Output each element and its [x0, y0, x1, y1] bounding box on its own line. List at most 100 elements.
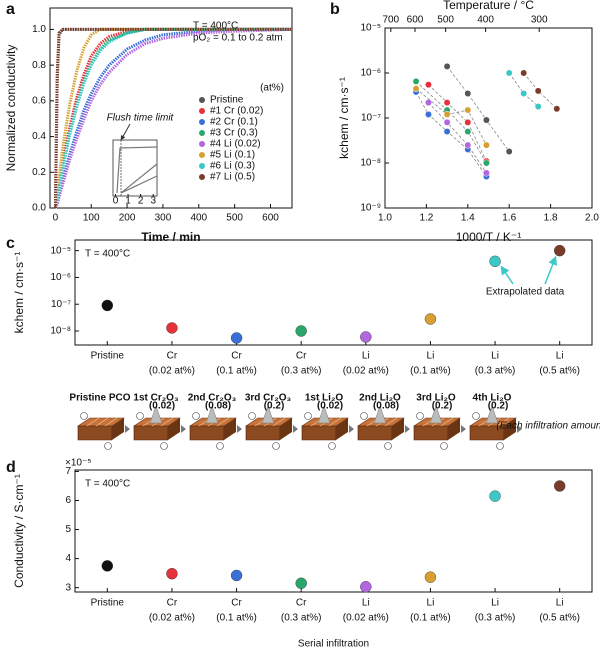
electrode: [104, 442, 112, 450]
y-tick-label: 0.8: [32, 60, 46, 71]
data-point: [553, 105, 561, 113]
inset-tick-label: 2: [138, 196, 144, 207]
cell-side: [448, 418, 460, 440]
fit-line: [446, 66, 510, 152]
cell-stripe: [86, 417, 100, 427]
step-arrow: [181, 425, 186, 433]
legend-marker: [199, 141, 205, 147]
x-tick-label: Li: [362, 351, 370, 362]
data-point: [412, 85, 420, 93]
inset-curves: [116, 146, 158, 194]
electrode: [416, 412, 424, 420]
cone: [205, 405, 219, 424]
data-point: [489, 490, 501, 502]
inset-tick-label: 1: [125, 196, 131, 207]
note: (Each infiltration amount): [496, 421, 600, 432]
data-point: [482, 116, 490, 124]
step-title: 3rd Cr₂O₃: [245, 393, 292, 404]
x-tick-label: 600: [262, 213, 279, 224]
cone: [373, 405, 387, 424]
fit-line: [415, 88, 487, 146]
inset-tick-label: 0: [113, 196, 119, 207]
legend-marker: [199, 97, 205, 103]
x-tick-label: (0.5 at%): [539, 366, 580, 377]
y-tick-label: 0.0: [32, 203, 46, 214]
electrode: [304, 412, 312, 420]
y-tick-label: 7: [65, 466, 71, 477]
cell-stripe: [104, 417, 118, 427]
y-tick-label: 10⁻⁷: [361, 113, 381, 124]
data-point: [464, 106, 472, 114]
annotation: pO₂ = 0.1 to 0.2 atm: [193, 33, 283, 44]
top-axis-label: Temperature / °C: [443, 0, 534, 12]
y-tick-label: 10⁻⁵: [50, 245, 71, 256]
step-title: 4th Li₂O: [473, 393, 512, 404]
x-tick-label: (0.5 at%): [539, 613, 580, 624]
electrode: [360, 412, 368, 420]
step-title: 3rd Li₂O: [416, 393, 456, 404]
x-tick-label: 100: [83, 213, 100, 224]
x-tick-label: (0.3 at%): [281, 366, 322, 377]
x-axis-label: Time / min: [141, 230, 200, 244]
x-tick-label: Cr: [231, 351, 242, 362]
y-tick-label: 1.0: [32, 24, 46, 35]
data-point: [424, 313, 437, 325]
callout-arrow: [544, 255, 557, 285]
legend-marker: [199, 152, 205, 158]
electrode: [440, 442, 448, 450]
top-tick-label: 700: [382, 15, 399, 26]
x-tick-label: Pristine: [91, 598, 125, 609]
step-title: Pristine PCO: [69, 393, 130, 404]
cell-front: [77, 425, 113, 441]
legend-label: #3 Cr (0.3): [210, 128, 258, 139]
x-tick-label: 1.8: [544, 213, 558, 224]
data-point: [505, 69, 513, 77]
plot-frame: [49, 7, 293, 209]
y-axis-label: Normalized conductivity: [4, 45, 18, 172]
electrode: [216, 442, 224, 450]
electrode: [160, 442, 168, 450]
data-point: [482, 159, 490, 167]
cell-front: [357, 425, 393, 441]
y-tick-label: 10⁻⁵: [360, 23, 381, 34]
cell-stripe: [440, 417, 454, 427]
data-point: [166, 568, 178, 580]
x-tick-label: 0: [53, 213, 59, 224]
x-tick-label: (0.02 at%): [343, 366, 389, 377]
top-tick-label: 500: [437, 15, 454, 26]
step-arrow: [405, 425, 410, 433]
y-tick-label: 4: [65, 553, 71, 564]
cone: [317, 405, 331, 424]
x-tick-label: Cr: [167, 351, 178, 362]
x-tick-label: Cr: [296, 598, 307, 609]
panel-label: a: [6, 1, 15, 18]
legend-marker: [199, 130, 205, 136]
step-arrow: [293, 425, 298, 433]
data-point: [464, 141, 472, 149]
x-tick-label: (0.02 at%): [149, 613, 195, 624]
x-tick-label: Li: [556, 598, 564, 609]
x-axis-label: Serial infiltration: [298, 639, 369, 650]
cell-side: [112, 418, 124, 440]
cell-front: [133, 425, 169, 441]
y-axis-label: kchem / cm·s⁻¹: [337, 77, 351, 159]
x-tick-label: 500: [226, 213, 243, 224]
legend-label: #4 Li (0.02): [210, 139, 261, 150]
data-point: [412, 77, 420, 85]
legend-label: #2 Cr (0.1): [210, 117, 258, 128]
legend-label: #7 Li (0.5): [210, 172, 255, 183]
cell-front: [301, 425, 337, 441]
x-tick-label: (0.02 at%): [149, 366, 195, 377]
cell-stripe: [216, 417, 230, 427]
data-point: [424, 571, 437, 583]
step-amount: (0.2): [488, 401, 509, 412]
fit-line: [508, 72, 539, 107]
step-arrow: [461, 425, 466, 433]
x-tick-label: Li: [556, 351, 564, 362]
data-point: [553, 244, 566, 257]
plot-frame: [74, 239, 593, 346]
data-point: [534, 103, 542, 110]
x-tick-label: Li: [362, 598, 370, 609]
